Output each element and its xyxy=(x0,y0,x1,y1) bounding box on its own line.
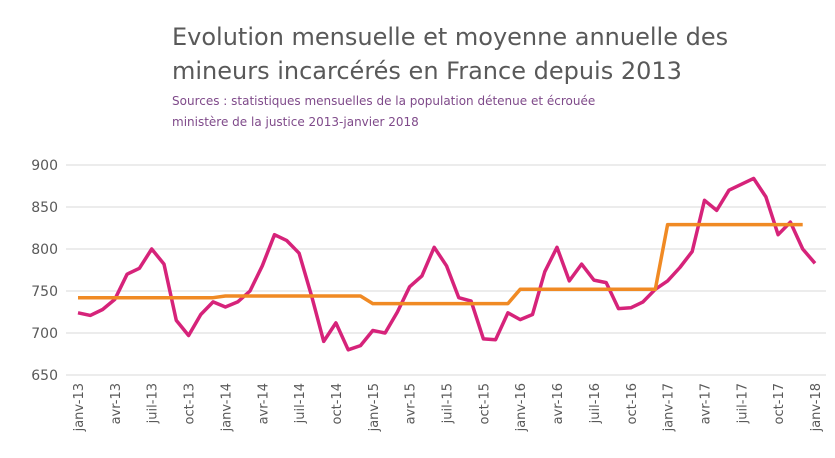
x-tick-label: avr-14 xyxy=(256,383,271,424)
x-tick-label: janv-14 xyxy=(219,383,234,432)
y-tick-label: 750 xyxy=(31,284,58,300)
chart-title: mineurs incarcérés en France depuis 2013 xyxy=(172,57,682,85)
x-tick-label: oct-15 xyxy=(477,383,492,424)
x-tick-label: janv-16 xyxy=(514,383,529,432)
x-tick-label: juil-14 xyxy=(293,383,308,424)
x-tick-label: avr-16 xyxy=(551,383,566,424)
x-tick-label: avr-15 xyxy=(404,383,419,424)
x-tick-label: janv-15 xyxy=(367,383,382,432)
chart-subtitle: ministère de la justice 2013-janvier 201… xyxy=(172,115,419,129)
x-tick-label: avr-17 xyxy=(698,383,713,424)
series-line xyxy=(78,222,803,306)
x-tick-label: oct-16 xyxy=(625,383,640,424)
y-tick-label: 700 xyxy=(31,326,58,342)
x-tick-label: oct-14 xyxy=(330,383,345,424)
chart-title: Evolution mensuelle et moyenne annuelle … xyxy=(172,23,728,51)
x-tick-label: oct-13 xyxy=(183,383,198,424)
series-line xyxy=(77,176,817,352)
x-tick-label: juil-13 xyxy=(146,383,161,424)
y-tick-label: 800 xyxy=(31,242,58,258)
x-tick-label: janv-18 xyxy=(809,383,824,432)
y-tick-label: 650 xyxy=(31,368,58,384)
logo xyxy=(28,22,88,81)
x-tick-label: janv-13 xyxy=(72,383,87,432)
x-tick-label: juil-15 xyxy=(441,383,456,424)
x-tick-label: juil-17 xyxy=(735,383,750,424)
y-tick-label: 900 xyxy=(31,158,58,174)
x-tick-label: avr-13 xyxy=(109,383,124,424)
chart-subtitle: Sources : statistiques mensuelles de la … xyxy=(172,94,595,108)
x-tick-label: janv-17 xyxy=(662,383,677,432)
x-tick-label: juil-16 xyxy=(588,383,603,424)
x-tick-label: oct-17 xyxy=(772,383,787,424)
y-tick-label: 850 xyxy=(31,200,58,216)
